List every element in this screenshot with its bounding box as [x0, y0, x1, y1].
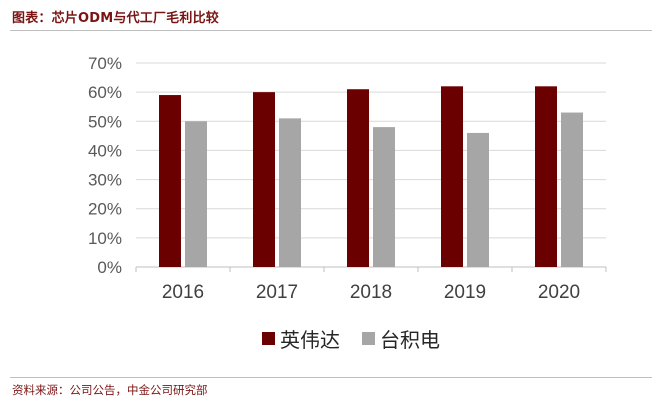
y-tick-label: 40%	[88, 141, 122, 160]
x-tick-label: 2017	[256, 282, 298, 303]
bar-tsmc-2017	[279, 118, 301, 267]
y-tick-label: 10%	[88, 229, 122, 248]
bar-nvidia-2019	[441, 86, 463, 267]
x-tick-label: 2016	[162, 282, 204, 303]
top-divider	[10, 30, 652, 31]
y-tick-label: 70%	[88, 54, 122, 73]
figure-title: 图表：芯片ODM与代工厂毛利比较	[12, 11, 219, 26]
x-tick-label: 2019	[444, 282, 486, 303]
bar-nvidia-2020	[535, 86, 557, 267]
legend-swatch-tsmc	[362, 332, 375, 345]
bar-chart: 0% 10% 20% 30% 40% 50% 60% 70% 2016 2017 2018 2019 2…	[88, 54, 607, 352]
bar-nvidia-2017	[253, 92, 275, 268]
bar-nvidia-2016	[159, 95, 181, 267]
bar-tsmc-2016	[185, 121, 207, 268]
y-tick-label: 0%	[97, 258, 122, 277]
y-tick-label: 20%	[88, 200, 122, 219]
y-tick-label: 30%	[88, 171, 122, 190]
bar-tsmc-2018	[373, 127, 395, 267]
bar-tsmc-2019	[467, 132, 489, 267]
x-tick-label: 2018	[350, 282, 392, 303]
legend-label-tsmc: 台积电	[380, 328, 440, 352]
y-tick-label: 60%	[88, 83, 122, 102]
bottom-divider	[10, 377, 652, 378]
legend-swatch-nvidia	[262, 332, 275, 345]
y-tick-label: 50%	[88, 112, 122, 131]
x-tick-label: 2020	[538, 282, 580, 303]
bar-nvidia-2018	[347, 89, 369, 267]
legend-label-nvidia: 英伟达	[280, 328, 340, 352]
bar-tsmc-2020	[561, 112, 583, 268]
source-note: 资料来源：公司公告，中金公司研究部	[12, 383, 208, 397]
